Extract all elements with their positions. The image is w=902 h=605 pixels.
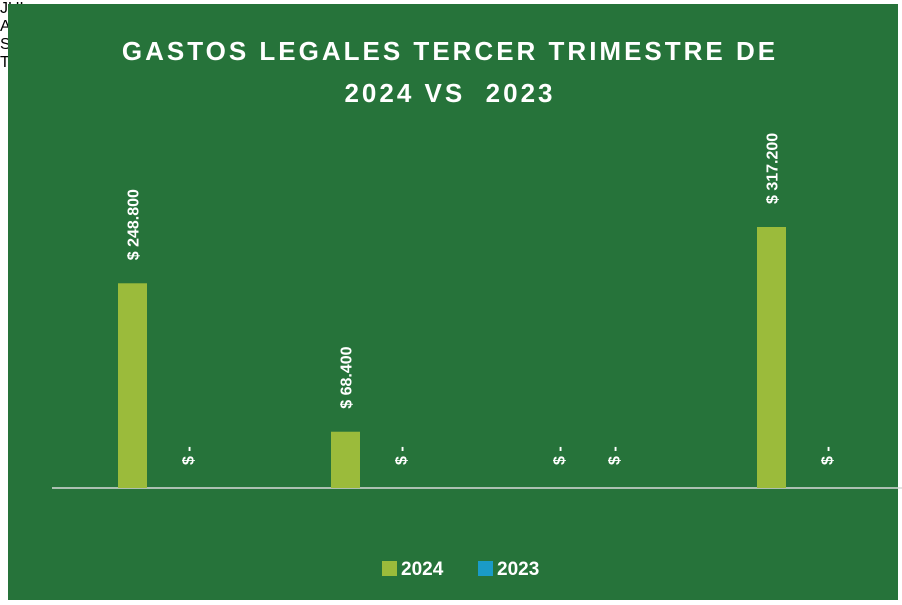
bar bbox=[118, 283, 147, 488]
legend-swatch bbox=[478, 561, 493, 576]
bar bbox=[331, 431, 360, 488]
legend-swatch bbox=[382, 561, 397, 576]
data-label: $ 248.800 bbox=[126, 189, 143, 260]
legend-label: 2024 bbox=[401, 559, 444, 580]
data-label: $ - bbox=[552, 446, 569, 465]
data-label: $ 68.400 bbox=[339, 346, 356, 408]
chart-title: GASTOS LEGALES TERCER TRIMESTRE DE 2024 … bbox=[121, 36, 789, 108]
data-label: $ 317.200 bbox=[765, 133, 782, 204]
chart-background bbox=[8, 4, 898, 600]
data-label: $ - bbox=[394, 446, 411, 465]
data-label: $ - bbox=[820, 446, 837, 465]
data-label: $ - bbox=[607, 446, 624, 465]
data-label: $ - bbox=[181, 446, 198, 465]
bar bbox=[757, 227, 786, 488]
legend-label: 2023 bbox=[497, 559, 539, 580]
